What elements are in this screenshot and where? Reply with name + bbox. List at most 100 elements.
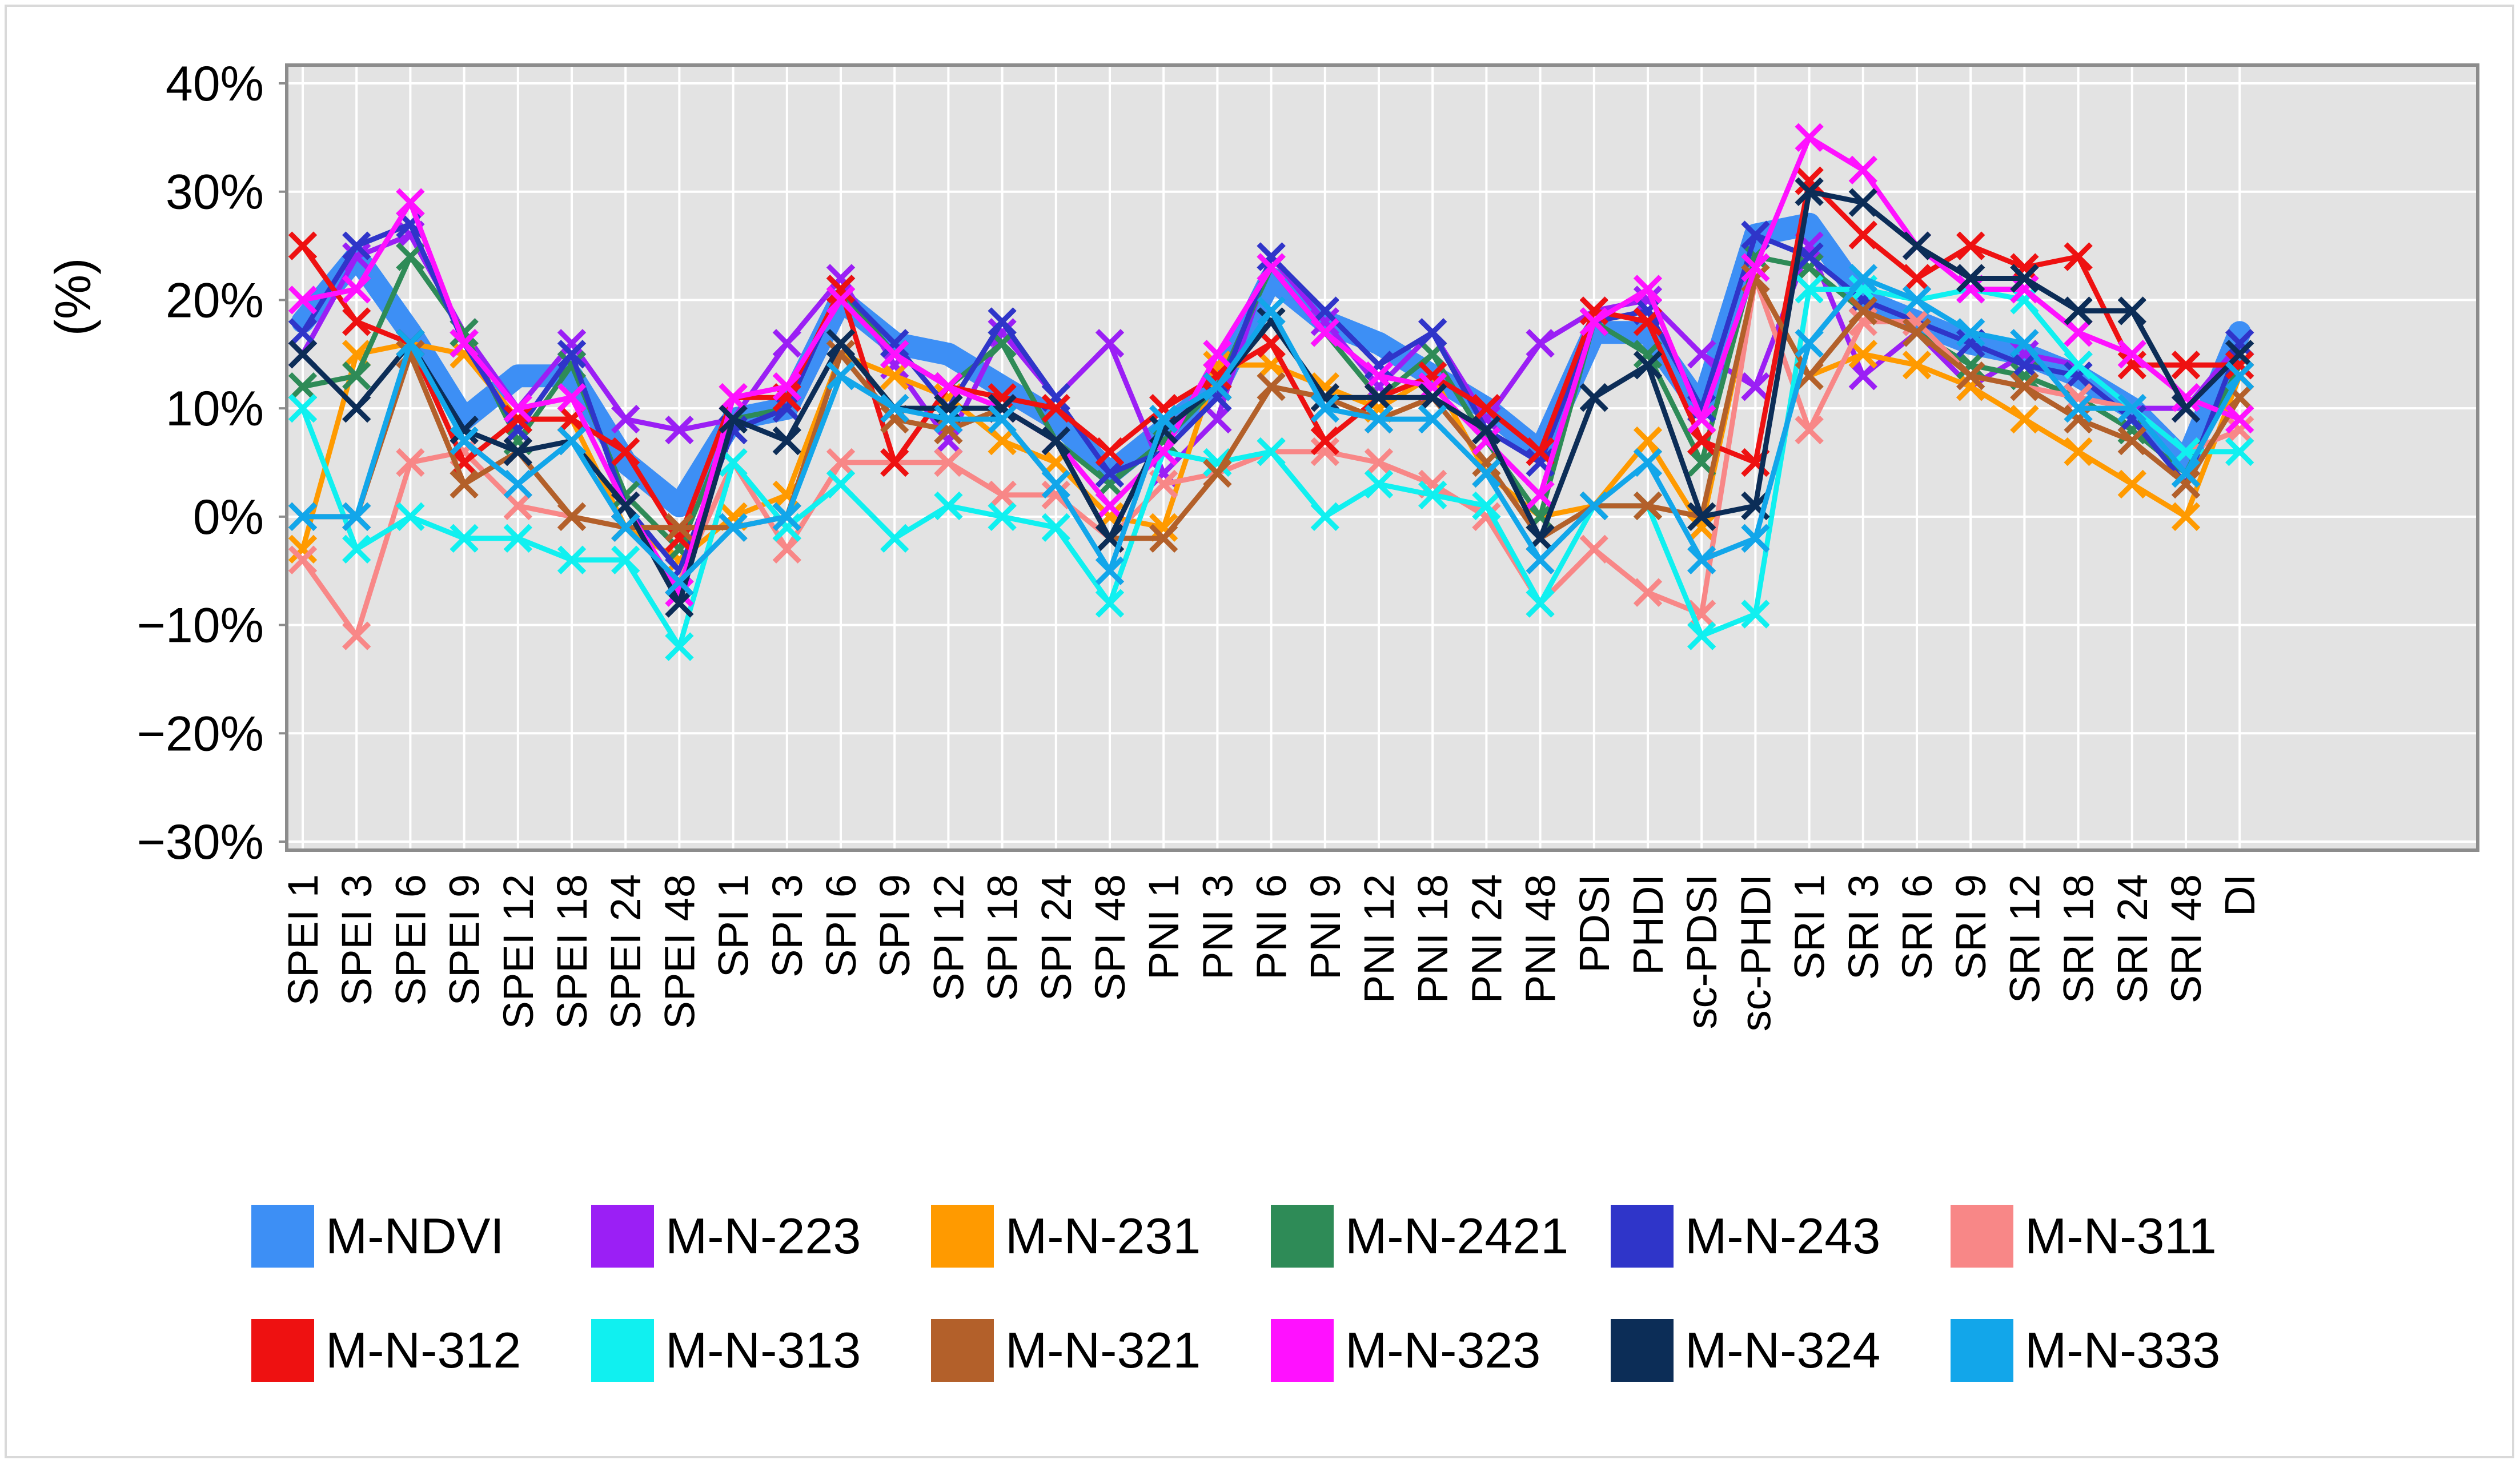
data-point	[934, 426, 963, 456]
data-point	[1041, 480, 1070, 510]
data-point	[1095, 329, 1125, 358]
legend-item: M-N-311	[1951, 1205, 2290, 1268]
data-point	[1795, 329, 1824, 358]
legend-label: M-N-2421	[1345, 1208, 1569, 1264]
legend-label: M-N-223	[665, 1208, 861, 1264]
data-point	[826, 329, 856, 358]
data-point	[1041, 426, 1070, 456]
data-point	[1795, 275, 1824, 304]
data-point	[1364, 351, 1394, 380]
data-point	[288, 534, 318, 564]
data-point	[1795, 415, 1824, 445]
data-point	[2117, 393, 2146, 423]
data-point	[1310, 502, 1339, 532]
y-axis-label: (%)	[45, 258, 101, 336]
data-point	[1095, 556, 1125, 585]
legend: M-NDVI M-N-223 M-N-231 M-N-2421 M-N-243 M-N-3…	[251, 1205, 2365, 1382]
data-point	[934, 372, 963, 401]
x-tick-label: SRI 24	[2109, 874, 2156, 1003]
data-point	[2225, 329, 2254, 358]
data-point	[288, 502, 318, 532]
data-point	[1633, 275, 1663, 304]
data-point	[2117, 351, 2146, 380]
data-point	[1687, 545, 1716, 574]
legend-label: M-N-313	[665, 1322, 861, 1378]
data-point	[1257, 437, 1286, 466]
data-point	[1203, 458, 1232, 488]
x-tick-label: PHDI	[1624, 874, 1672, 975]
data-point	[1956, 351, 1985, 380]
data-point	[2117, 296, 2146, 325]
data-point	[611, 437, 640, 466]
data-point	[1579, 307, 1608, 336]
data-point	[288, 340, 318, 369]
data-point	[1526, 329, 1555, 358]
y-tick-label: −20%	[137, 706, 264, 761]
data-point	[1364, 448, 1394, 477]
data-point	[1364, 383, 1394, 412]
data-point	[557, 426, 587, 456]
x-tick-label: SRI 9	[1947, 874, 1995, 980]
plot-area	[285, 63, 2479, 852]
x-tick-label: SRI 3	[1840, 874, 1887, 980]
data-point	[1041, 393, 1070, 423]
data-point	[1041, 469, 1070, 499]
data-point	[557, 545, 587, 574]
data-point	[1579, 534, 1608, 564]
x-tick-label: SRI 12	[2001, 874, 2048, 1003]
legend-label: M-N-312	[326, 1322, 521, 1378]
data-point	[2064, 318, 2093, 347]
series-m-n-333	[288, 264, 2254, 596]
legend-swatch	[1951, 1205, 2013, 1268]
data-point	[342, 231, 371, 260]
x-tick-label: PNI 18	[1409, 874, 1456, 1003]
x-tick-label: SPEI 18	[548, 874, 596, 1029]
x-tick-label: SRI 18	[2055, 874, 2102, 1003]
data-point	[1364, 469, 1394, 499]
data-point	[342, 275, 371, 304]
data-point	[1203, 340, 1232, 369]
legend-item: M-N-243	[1611, 1205, 1951, 1268]
data-point	[342, 502, 371, 532]
data-point	[2171, 469, 2201, 499]
data-point	[1526, 545, 1555, 574]
data-point	[880, 448, 909, 477]
data-point	[503, 393, 532, 423]
data-point	[2225, 437, 2254, 466]
data-point	[2010, 329, 2039, 358]
data-point	[880, 340, 909, 369]
data-point	[2064, 242, 2093, 271]
data-point	[880, 361, 909, 391]
x-tick-label: SPI 24	[1033, 874, 1080, 1001]
x-tick-label: SRI 48	[2162, 874, 2210, 1003]
data-point	[342, 242, 371, 271]
data-point	[2171, 458, 2201, 488]
data-point	[1687, 502, 1716, 532]
data-point	[557, 502, 587, 532]
data-point	[288, 393, 318, 423]
data-point	[611, 513, 640, 542]
data-point	[988, 404, 1017, 434]
data-point	[665, 632, 694, 661]
data-point	[1203, 372, 1232, 401]
data-point	[2010, 264, 2039, 293]
data-point	[611, 545, 640, 574]
data-point	[1902, 264, 1932, 293]
data-point	[1687, 513, 1716, 542]
data-point	[557, 383, 587, 412]
data-point	[1848, 340, 1877, 369]
data-point	[880, 393, 909, 423]
data-point	[1095, 437, 1125, 466]
y-axis-ticks: 40% 30% 20% 10% 0% −10% −20% −30%	[137, 57, 287, 870]
legend-swatch	[1271, 1319, 1334, 1382]
data-point	[772, 372, 801, 401]
x-tick-label: PDSI	[1571, 874, 1618, 973]
legend-item: M-N-313	[591, 1319, 931, 1382]
data-point	[934, 491, 963, 521]
data-point	[2010, 404, 2039, 434]
data-point	[1526, 589, 1555, 618]
data-point	[450, 329, 479, 358]
data-point	[503, 469, 532, 499]
data-point	[988, 318, 1017, 347]
data-point	[2064, 361, 2093, 391]
